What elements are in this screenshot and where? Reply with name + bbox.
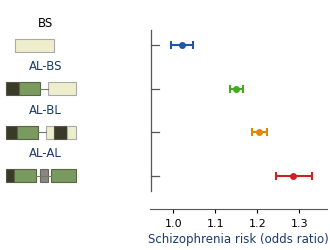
Bar (48, 83, 76, 96)
Text: BS: BS (38, 17, 53, 30)
Bar (14, 170, 36, 183)
Bar (16, 126, 38, 140)
Bar (6, 170, 14, 183)
Bar (51, 170, 76, 183)
Bar (46, 126, 54, 140)
Text: AL-BL: AL-BL (29, 104, 62, 117)
Text: AL-AL: AL-AL (29, 147, 62, 160)
Bar (15, 40, 54, 53)
Text: AL-BS: AL-BS (29, 60, 62, 73)
Bar (6, 126, 16, 140)
Bar (41, 170, 48, 183)
Bar (54, 126, 67, 140)
Bar (19, 83, 41, 96)
X-axis label: Schizophrenia risk (odds ratio): Schizophrenia risk (odds ratio) (148, 232, 329, 245)
Bar (6, 83, 19, 96)
Bar (67, 126, 76, 140)
